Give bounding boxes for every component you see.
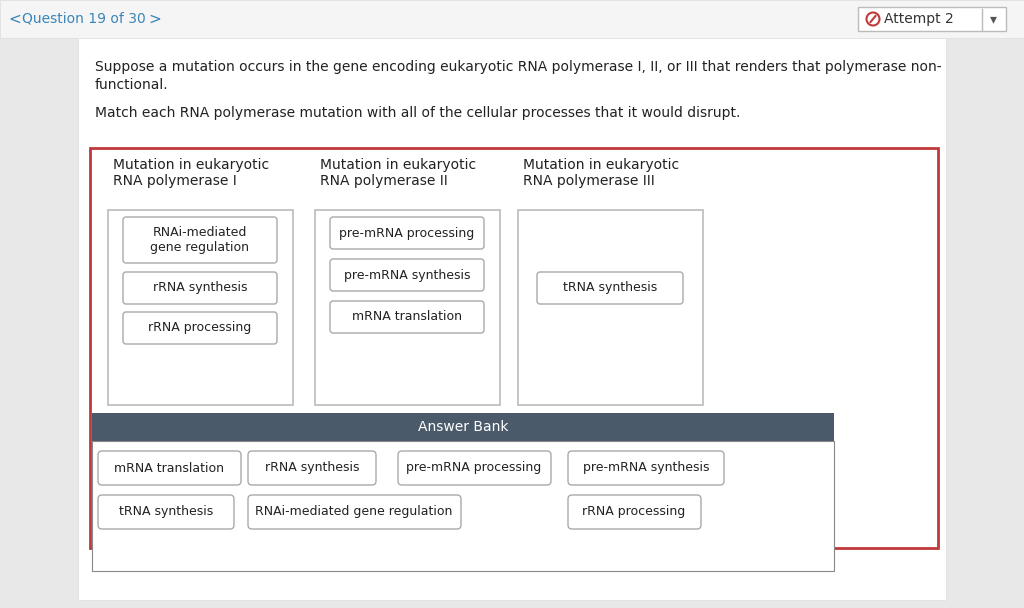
Bar: [92, 441, 834, 571]
Text: RNAi-mediated gene regulation: RNAi-mediated gene regulation: [255, 505, 453, 519]
FancyBboxPatch shape: [98, 495, 234, 529]
Bar: [0, 0, 1024, 38]
Text: pre-mRNA processing: pre-mRNA processing: [339, 227, 475, 240]
FancyBboxPatch shape: [568, 451, 724, 485]
Text: tRNA synthesis: tRNA synthesis: [119, 505, 213, 519]
Text: Mutation in eukaryotic
RNA polymerase I: Mutation in eukaryotic RNA polymerase I: [113, 158, 269, 188]
FancyBboxPatch shape: [123, 312, 278, 344]
Text: rRNA synthesis: rRNA synthesis: [153, 282, 247, 294]
Text: Mutation in eukaryotic
RNA polymerase III: Mutation in eukaryotic RNA polymerase II…: [523, 158, 679, 188]
Text: mRNA translation: mRNA translation: [114, 461, 224, 474]
FancyBboxPatch shape: [248, 451, 376, 485]
Text: mRNA translation: mRNA translation: [352, 311, 462, 323]
Bar: [858, 7, 1006, 31]
FancyBboxPatch shape: [123, 217, 278, 263]
FancyBboxPatch shape: [248, 495, 461, 529]
FancyBboxPatch shape: [330, 301, 484, 333]
Text: rRNA processing: rRNA processing: [583, 505, 686, 519]
Text: Suppose a mutation occurs in the gene encoding eukaryotic RNA polymerase I, II, : Suppose a mutation occurs in the gene en…: [95, 60, 942, 74]
FancyBboxPatch shape: [568, 495, 701, 529]
FancyBboxPatch shape: [330, 259, 484, 291]
Bar: [315, 210, 500, 405]
Text: rRNA synthesis: rRNA synthesis: [265, 461, 359, 474]
Text: Answer Bank: Answer Bank: [418, 420, 508, 434]
FancyBboxPatch shape: [98, 451, 241, 485]
Text: rRNA processing: rRNA processing: [148, 322, 252, 334]
Text: tRNA synthesis: tRNA synthesis: [563, 282, 657, 294]
FancyBboxPatch shape: [398, 451, 551, 485]
Bar: [78, 38, 946, 600]
Bar: [518, 210, 703, 405]
Text: pre-mRNA processing: pre-mRNA processing: [407, 461, 542, 474]
Text: Question 19 of 30: Question 19 of 30: [22, 12, 145, 26]
Text: ▾: ▾: [990, 12, 997, 26]
Text: pre-mRNA synthesis: pre-mRNA synthesis: [583, 461, 710, 474]
FancyBboxPatch shape: [123, 272, 278, 304]
FancyBboxPatch shape: [537, 272, 683, 304]
Text: functional.: functional.: [95, 78, 169, 92]
Text: >: >: [148, 12, 161, 27]
Bar: [90, 148, 938, 548]
Bar: [108, 210, 293, 405]
Bar: [92, 413, 834, 441]
Text: Match each RNA polymerase mutation with all of the cellular processes that it wo: Match each RNA polymerase mutation with …: [95, 106, 740, 120]
Text: RNAi-mediated
gene regulation: RNAi-mediated gene regulation: [151, 226, 250, 254]
Text: pre-mRNA synthesis: pre-mRNA synthesis: [344, 269, 470, 282]
FancyBboxPatch shape: [330, 217, 484, 249]
Text: <: <: [8, 12, 20, 27]
Text: Attempt 2: Attempt 2: [884, 12, 953, 26]
Text: Mutation in eukaryotic
RNA polymerase II: Mutation in eukaryotic RNA polymerase II: [319, 158, 476, 188]
